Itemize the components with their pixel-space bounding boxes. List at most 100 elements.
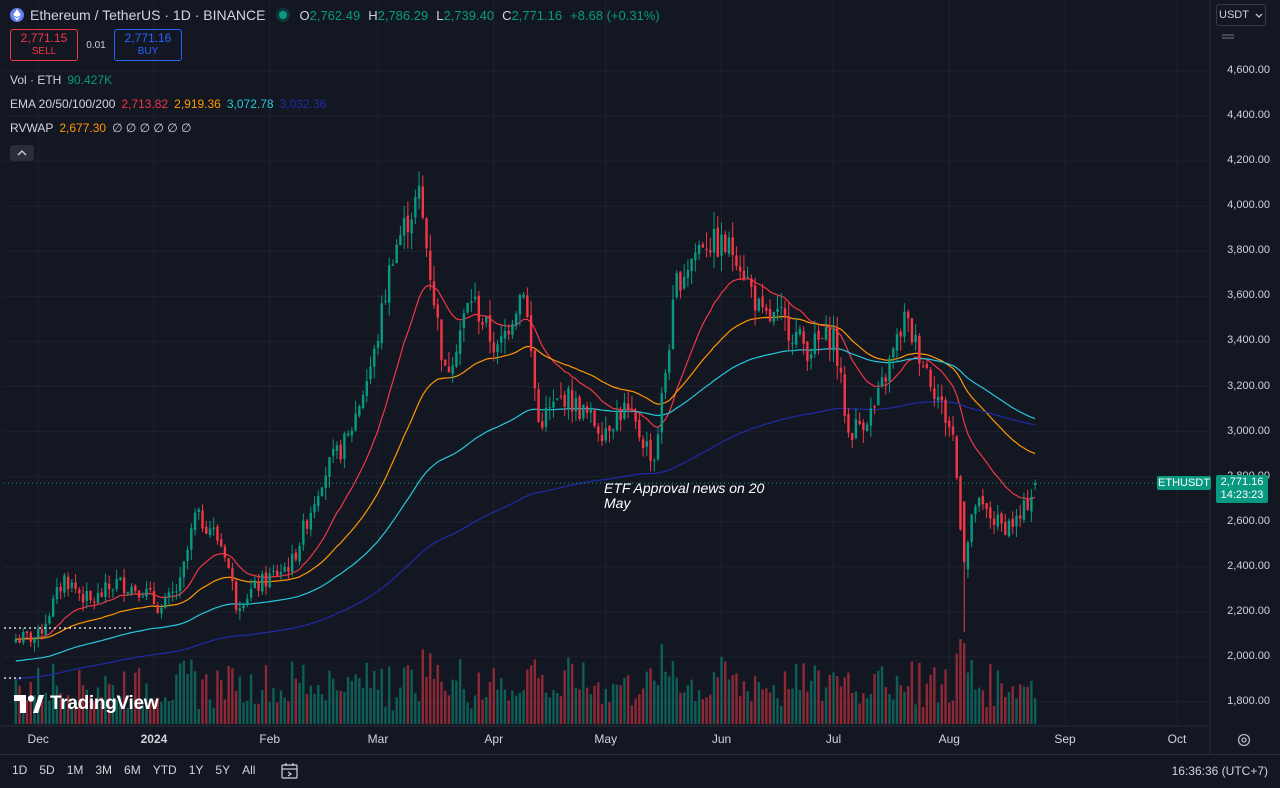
currency-selector[interactable]: USDT: [1216, 4, 1266, 26]
volume-bar: [619, 685, 622, 724]
candle-body: [152, 591, 156, 604]
candle-body: [794, 331, 798, 345]
candle-body: [854, 419, 858, 439]
volume-bar: [1000, 683, 1003, 724]
range-1m-button[interactable]: 1M: [66, 763, 84, 777]
candle-body: [190, 528, 193, 550]
volume-bar: [93, 701, 96, 724]
candle-body: [694, 252, 697, 261]
candle-body: [272, 571, 275, 573]
volume-bar: [828, 675, 831, 724]
candle-body: [608, 426, 611, 432]
volume-bar: [37, 668, 40, 724]
volume-bar: [877, 670, 880, 724]
volume-bar: [55, 685, 59, 724]
ohlc-key: H: [368, 7, 378, 23]
ohlc-key: O: [299, 7, 310, 23]
volume-bar: [70, 706, 74, 724]
volume-bar: [955, 653, 958, 724]
rvwap-extra-values: ∅ ∅ ∅ ∅ ∅ ∅: [112, 121, 192, 135]
volume-bar: [25, 700, 29, 724]
candle-body: [697, 244, 701, 254]
symbol-title[interactable]: Ethereum / TetherUS · 1D · BINANCE: [30, 7, 266, 23]
candle-body: [664, 372, 667, 393]
tradingview-logo-icon: [14, 695, 44, 713]
volume-bar: [421, 649, 425, 724]
price-axis-label: 4,200.00: [1227, 154, 1270, 167]
candle-body: [477, 295, 481, 322]
volume-bar: [511, 690, 514, 724]
volume-bar: [212, 707, 215, 724]
volume-bar: [496, 689, 499, 724]
volume-bar: [499, 678, 503, 724]
etf-approval-annotation[interactable]: ETF Approval news on 20 May: [604, 480, 765, 511]
time-axis-label: Oct: [1167, 732, 1187, 746]
volume-bar: [850, 693, 854, 724]
ohlc-values: O2,762.49 H2,786.29 L2,739.40 C2,771.16 …: [299, 8, 659, 23]
range-ytd-button[interactable]: YTD: [152, 763, 177, 777]
volume-bar: [219, 680, 223, 724]
go-to-date-button[interactable]: [280, 761, 300, 781]
candle-body: [156, 605, 159, 614]
range-3m-button[interactable]: 3M: [95, 763, 113, 777]
volume-bar: [731, 675, 734, 724]
range-1y-button[interactable]: 1Y: [188, 763, 204, 777]
range-5y-button[interactable]: 5Y: [215, 763, 231, 777]
candle-body: [406, 215, 410, 233]
buy-button[interactable]: 2,771.16 BUY: [114, 29, 182, 61]
candle-body: [219, 539, 223, 547]
candle-body: [981, 496, 985, 505]
more-icon[interactable]: [1222, 28, 1234, 39]
candle-body: [346, 433, 350, 436]
volume-bar: [645, 671, 649, 724]
candle-body: [731, 237, 734, 256]
volume-bar: [865, 698, 869, 724]
ema-indicator[interactable]: EMA 20/50/100/200 2,713.82 2,919.36 3,07…: [10, 93, 660, 115]
candle-body: [1018, 515, 1022, 519]
volume-bar: [18, 685, 21, 724]
candle-body: [481, 322, 484, 325]
volume-bar: [944, 669, 947, 724]
range-5d-button[interactable]: 5D: [39, 763, 55, 777]
volume-bar: [387, 666, 391, 724]
market-status-icon[interactable]: [279, 11, 288, 19]
range-all-button[interactable]: All: [242, 763, 256, 777]
candle-body: [828, 328, 831, 350]
volume-bar: [690, 679, 693, 724]
volume-bar: [630, 705, 634, 724]
volume-bar: [425, 676, 428, 724]
candle-body: [447, 366, 451, 373]
ohlc-value: 2,739.40: [443, 7, 495, 23]
volume-bar: [880, 666, 884, 724]
candle-body: [429, 250, 432, 280]
sell-button[interactable]: 2,771.15 SELL: [10, 29, 78, 61]
candle-body: [626, 403, 630, 410]
range-1d-button[interactable]: 1D: [12, 763, 28, 777]
candle-body: [780, 306, 783, 308]
candle-body: [137, 590, 141, 598]
candle-body: [921, 365, 925, 367]
volume-bar: [697, 690, 701, 724]
volume-bar: [231, 668, 234, 724]
calendar-goto-icon: [281, 763, 298, 779]
chart-settings-button[interactable]: [1234, 730, 1254, 750]
volume-indicator[interactable]: Vol · ETH 90.427K: [10, 69, 660, 91]
volume-bar: [750, 701, 753, 724]
candle-body: [223, 546, 227, 558]
collapse-legend-button[interactable]: [10, 145, 34, 161]
volume-bar: [727, 679, 731, 724]
timezone-clock[interactable]: 16:36:36 (UTC+7): [1171, 764, 1268, 778]
range-6m-button[interactable]: 6M: [124, 763, 141, 777]
rvwap-indicator[interactable]: RVWAP 2,677.30 ∅ ∅ ∅ ∅ ∅ ∅: [10, 117, 660, 139]
candle-body: [1007, 520, 1011, 537]
volume-bar: [541, 674, 544, 724]
ema-50-value: 2,919.36: [174, 97, 221, 111]
candle-body: [234, 581, 238, 610]
candle-body: [839, 367, 843, 373]
candle-body: [227, 558, 230, 569]
chevron-up-icon: [17, 150, 27, 156]
volume-bar: [447, 695, 451, 724]
candle-body: [850, 433, 854, 441]
